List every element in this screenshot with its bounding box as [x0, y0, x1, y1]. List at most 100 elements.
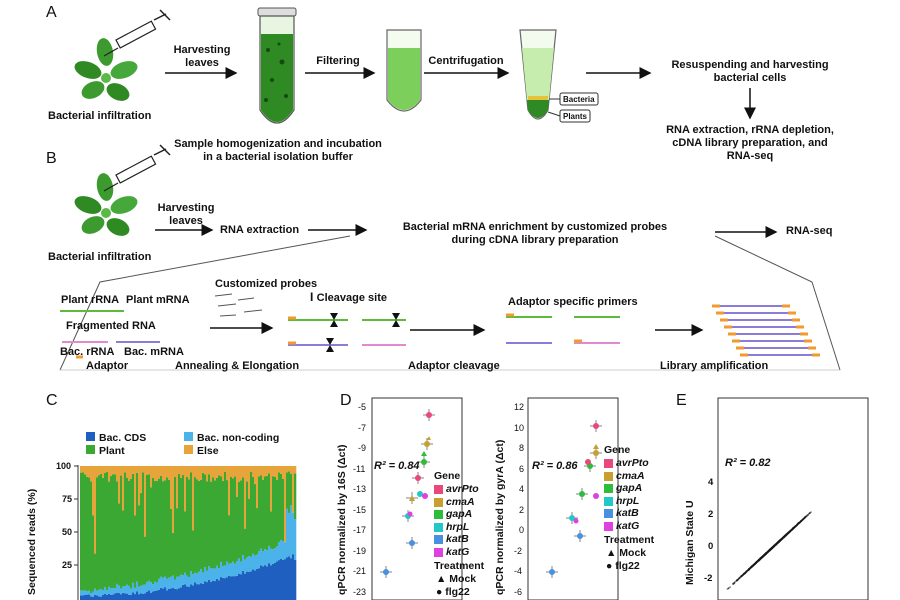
stacked-bar-segment	[248, 556, 251, 572]
stacked-bar-segment	[208, 474, 211, 567]
stacked-bar-segment	[186, 466, 189, 477]
stacked-bar-segment	[170, 588, 173, 600]
stacked-bar-segment	[188, 466, 191, 480]
stacked-bar-segment	[168, 588, 171, 600]
stacked-bar-segment	[198, 466, 201, 481]
stacked-bar-segment	[82, 590, 85, 596]
stacked-bar-segment	[80, 595, 83, 600]
scatter-point	[807, 514, 809, 516]
stacked-bar-segment	[102, 477, 105, 590]
stacked-bar-segment	[140, 593, 143, 600]
stacked-bar-segment	[156, 480, 159, 583]
stacked-bar-segment	[148, 580, 151, 591]
stacked-bar-segment	[178, 576, 181, 589]
panel-d-right-r2: R² = 0.86	[532, 460, 578, 472]
stacked-bar-segment	[230, 576, 233, 600]
stacked-bar-segment	[178, 466, 181, 474]
stacked-bar-segment	[146, 466, 149, 475]
stacked-bar-segment	[100, 596, 103, 600]
panel-d-ytick: 12	[514, 402, 525, 412]
infiltration-label-a: Bacterial infiltration	[48, 110, 152, 122]
gene-legend-item: katG	[446, 545, 470, 558]
stacked-bar-segment	[232, 478, 235, 562]
stacked-bar-segment	[224, 578, 227, 600]
stacked-bar-segment	[210, 581, 213, 600]
syringe-icon-a	[103, 9, 171, 57]
stacked-bar-segment	[102, 589, 105, 596]
panel-e-letter: E	[676, 392, 687, 409]
reads-stacked-bars	[80, 466, 297, 600]
stacked-bar-segment	[198, 480, 201, 572]
stacked-bar-segment	[86, 476, 89, 592]
stacked-bar-segment	[134, 587, 137, 595]
scatter-point	[804, 516, 806, 519]
scatter-point	[757, 559, 760, 562]
gene-swatch	[434, 510, 443, 519]
legend-bac-noncoding: Bac. non-coding	[197, 432, 280, 444]
fragmented-rna-label: Fragmented RNA	[66, 320, 156, 332]
stacked-bar-segment	[260, 565, 263, 600]
panel-d-right-frame	[527, 397, 619, 600]
scatter-point	[810, 511, 812, 514]
scatter-point	[784, 534, 787, 536]
stacked-bar-segment	[256, 508, 259, 555]
stacked-bar-segment	[106, 590, 109, 595]
panel-d-letter: D	[340, 392, 352, 409]
stacked-bar-segment	[122, 510, 125, 587]
stacked-bar-segment	[230, 563, 233, 577]
stacked-bar-segment	[144, 466, 147, 537]
stacked-bar-segment	[212, 580, 215, 600]
stacked-bar-segment	[120, 466, 123, 476]
stacked-bar-segment	[230, 466, 233, 477]
panel-e-ytick: 2	[708, 509, 714, 520]
stacked-bar-segment	[250, 571, 253, 600]
library-amp-label: Library amplification	[660, 360, 769, 372]
scatter-point	[775, 543, 777, 545]
stacked-bar-segment	[166, 578, 169, 591]
stacked-bar-segment	[272, 466, 275, 477]
stacked-bar-segment	[222, 480, 225, 566]
stacked-bar-segment	[226, 561, 229, 578]
stacked-bar-segment	[278, 472, 281, 542]
stacked-bar-segment	[228, 515, 231, 564]
stacked-bar-segment	[220, 466, 223, 477]
stacked-bar-segment	[282, 478, 285, 541]
stacked-bar-segment	[222, 466, 225, 481]
stacked-bar-segment	[106, 466, 109, 472]
stacked-bar-segment	[184, 466, 187, 512]
stacked-bar-segment	[228, 563, 231, 576]
stacked-bar-segment	[180, 477, 183, 575]
scatter-point	[801, 518, 804, 521]
stacked-bar-segment	[110, 588, 113, 595]
stacked-bar-segment	[130, 588, 133, 596]
stacked-bar-segment	[144, 584, 147, 594]
enrichment-label: Bacterial mRNA enrichment by customized …	[402, 221, 668, 246]
stacked-bar-segment	[186, 586, 189, 600]
stacked-bar-segment	[212, 466, 215, 478]
stacked-bar-segment	[294, 519, 297, 560]
stacked-bar-segment	[274, 476, 277, 549]
stacked-bar-segment	[114, 587, 117, 594]
stacked-bar-segment	[278, 560, 281, 600]
stacked-bar-segment	[262, 551, 265, 567]
stacked-bar-segment	[192, 585, 195, 600]
gene-legend-item: katB	[616, 507, 639, 519]
gene-legend-item: gapA	[616, 482, 643, 494]
stacked-bar-segment	[98, 596, 101, 600]
stacked-bar-segment	[176, 576, 179, 590]
stacked-bar-segment	[220, 577, 223, 600]
stacked-bar-segment	[86, 591, 89, 595]
stacked-bar-segment	[250, 466, 253, 472]
stacked-bar-segment	[182, 475, 185, 576]
stacked-bar-segment	[276, 479, 279, 547]
stacked-bar-segment	[264, 476, 267, 550]
gene-swatch	[604, 509, 613, 518]
stacked-bar-segment	[236, 496, 239, 562]
stacked-bar-segment	[288, 556, 291, 600]
stacked-bar-segment	[94, 553, 97, 589]
stacked-bar-segment	[234, 466, 237, 477]
stacked-bar-segment	[118, 466, 121, 504]
stacked-bar-segment	[210, 481, 213, 569]
plants-tag: Plants	[563, 112, 588, 121]
stacked-bar-segment	[114, 474, 117, 588]
